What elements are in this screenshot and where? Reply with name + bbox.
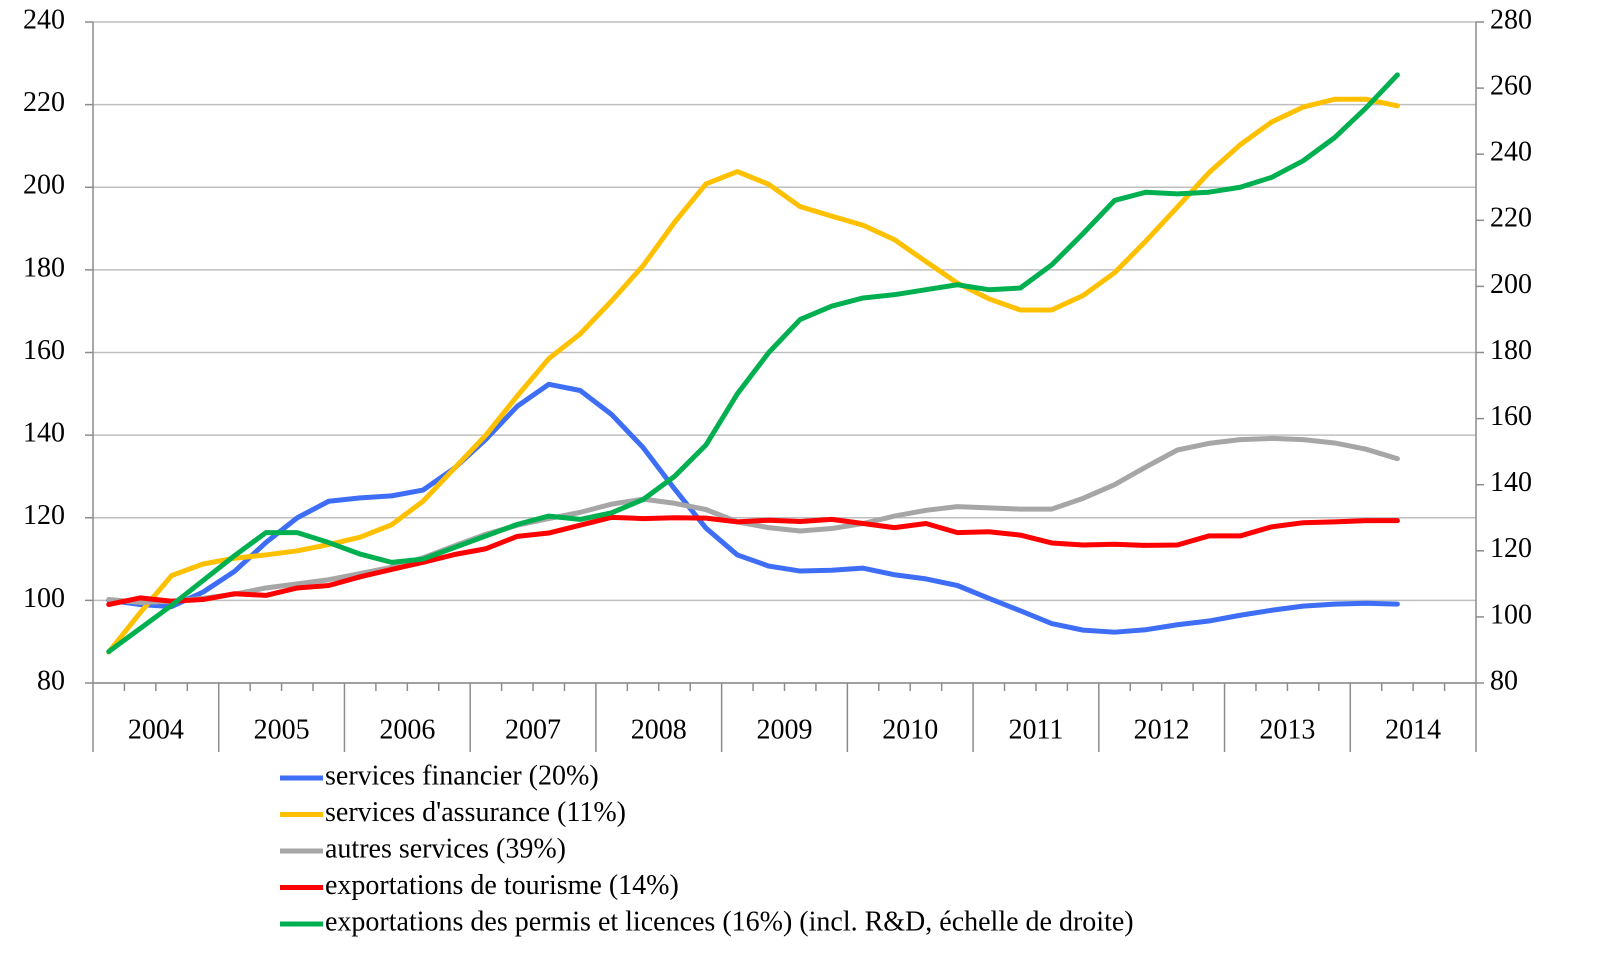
y-tick-label: 180 bbox=[23, 252, 65, 283]
y2-tick-label: 140 bbox=[1490, 467, 1532, 498]
legend-label: services financier (20%) bbox=[325, 760, 599, 791]
x-tick-label: 2008 bbox=[631, 714, 687, 745]
y2-tick-label: 100 bbox=[1490, 599, 1532, 630]
y-tick-label: 100 bbox=[23, 583, 65, 614]
x-tick-label: 2010 bbox=[882, 714, 938, 745]
x-tick-label: 2012 bbox=[1134, 714, 1190, 745]
y-tick-label: 160 bbox=[23, 335, 65, 366]
x-tick-label: 2014 bbox=[1385, 714, 1441, 745]
y2-tick-label: 200 bbox=[1490, 269, 1532, 300]
y-tick-label: 240 bbox=[23, 4, 65, 35]
x-tick-label: 2006 bbox=[379, 714, 435, 745]
y2-tick-label: 220 bbox=[1490, 203, 1532, 234]
x-tick-label: 2004 bbox=[128, 714, 184, 745]
series-line bbox=[106, 435, 1400, 605]
y2-tick-label: 240 bbox=[1490, 137, 1532, 168]
legend-label: exportations de tourisme (14%) bbox=[325, 870, 679, 901]
x-tick-label: 2005 bbox=[254, 714, 310, 745]
y2-tick-label: 180 bbox=[1490, 335, 1532, 366]
series-line bbox=[106, 96, 1400, 655]
legend-label: autres services (39%) bbox=[325, 833, 566, 864]
y2-tick-label: 120 bbox=[1490, 533, 1532, 564]
y2-tick-label: 280 bbox=[1490, 4, 1532, 35]
y-tick-label: 120 bbox=[23, 500, 65, 531]
x-tick-label: 2011 bbox=[1008, 714, 1063, 745]
y2-tick-label: 260 bbox=[1490, 71, 1532, 102]
x-tick-label: 2013 bbox=[1259, 714, 1315, 745]
y-tick-label: 140 bbox=[23, 418, 65, 449]
y-tick-label: 200 bbox=[23, 170, 65, 201]
legend-label: exportations des permis et licences (16%… bbox=[325, 906, 1134, 937]
legend-label: services d'assurance (11%) bbox=[325, 797, 626, 828]
y-tick-label: 220 bbox=[23, 87, 65, 118]
y2-tick-label: 80 bbox=[1490, 665, 1518, 696]
y-tick-label: 80 bbox=[37, 665, 65, 696]
series-line bbox=[106, 514, 1400, 608]
y2-tick-label: 160 bbox=[1490, 401, 1532, 432]
series-line bbox=[106, 72, 1400, 655]
x-tick-label: 2007 bbox=[505, 714, 561, 745]
series-line bbox=[106, 381, 1400, 635]
x-tick-label: 2009 bbox=[757, 714, 813, 745]
